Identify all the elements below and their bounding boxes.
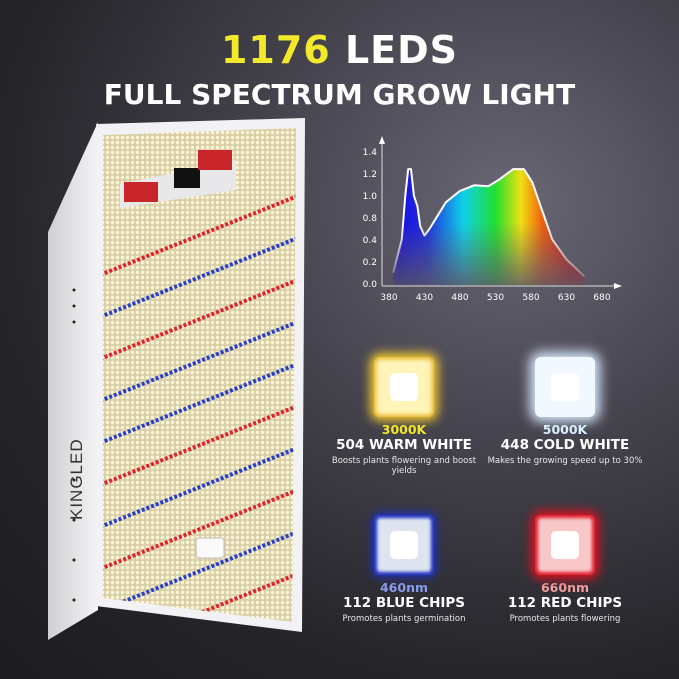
red-led-row bbox=[103, 403, 296, 487]
x-tick-label: 480 bbox=[451, 293, 468, 303]
y-tick-label: 1.4 bbox=[363, 148, 378, 158]
switch-panel bbox=[120, 150, 236, 208]
x-axis-arrow-icon bbox=[614, 283, 622, 289]
chip-card-blue: 460nm 112 BLUE CHIPS Promotes plants ger… bbox=[324, 515, 484, 624]
x-tick-label: 680 bbox=[593, 293, 610, 303]
dimmer-switch[interactable] bbox=[198, 150, 232, 170]
chip-card-cold-white: 5000K 448 COLD WHITE Makes the growing s… bbox=[485, 357, 645, 466]
power-switch[interactable] bbox=[124, 182, 158, 202]
subtitle: FULL SPECTRUM GROW LIGHT bbox=[103, 78, 576, 111]
chip-desc: Boosts plants flowering and boost yields bbox=[331, 456, 477, 476]
y-tick-label: 0.4 bbox=[363, 236, 378, 246]
x-tick-label: 580 bbox=[522, 293, 539, 303]
chip-spec: 5000K bbox=[542, 422, 588, 437]
y-tick-label: 0.8 bbox=[363, 214, 378, 224]
led-array bbox=[103, 128, 296, 622]
chip-name: 112 RED CHIPS bbox=[507, 595, 623, 611]
power-socket bbox=[174, 168, 200, 188]
blue-led-row bbox=[103, 235, 296, 319]
fixture-side bbox=[48, 122, 98, 640]
led-chip-icon bbox=[374, 515, 434, 575]
chip-name: 448 COLD WHITE bbox=[500, 437, 630, 453]
y-tick-label: 1.2 bbox=[363, 170, 377, 180]
led-count: 1176 bbox=[220, 28, 331, 72]
vent-holes bbox=[72, 288, 76, 602]
blue-led-row bbox=[103, 529, 296, 613]
led-chip-icon bbox=[374, 357, 434, 417]
blue-led-row bbox=[103, 319, 296, 403]
red-led-row bbox=[103, 277, 296, 361]
chip-name: 504 WARM WHITE bbox=[336, 437, 472, 453]
y-tick-label: 1.0 bbox=[363, 192, 378, 202]
chip-card-red: 660nm 112 RED CHIPS Promotes plants flow… bbox=[485, 515, 645, 624]
y-tick-label: 0.2 bbox=[363, 258, 377, 268]
headline: 1176 LEDS bbox=[0, 28, 679, 72]
headline-rest: LEDS bbox=[330, 28, 459, 72]
led-chip-icon bbox=[535, 357, 595, 417]
spectrum-line bbox=[392, 168, 585, 278]
chip-desc: Promotes plants germination bbox=[342, 614, 466, 624]
x-tick-label: 530 bbox=[487, 293, 504, 303]
chip-spec: 460nm bbox=[379, 580, 429, 595]
y-tick-label: 0.0 bbox=[363, 280, 378, 290]
chip-spec: 3000K bbox=[381, 422, 427, 437]
chip-desc: Makes the growing speed up to 30% bbox=[487, 456, 643, 466]
x-tick-label: 630 bbox=[558, 293, 575, 303]
chip-card-warm-white: 3000K 504 WARM WHITE Boosts plants flowe… bbox=[324, 357, 484, 476]
chip-name: 112 BLUE CHIPS bbox=[342, 595, 466, 611]
spectrum-area bbox=[393, 169, 585, 285]
blue-led-row bbox=[103, 445, 296, 529]
blue-led-row bbox=[103, 361, 296, 445]
led-chip-icon bbox=[535, 515, 595, 575]
chip-desc: Promotes plants flowering bbox=[509, 614, 621, 624]
red-led-row bbox=[103, 193, 296, 277]
fixture-label bbox=[195, 537, 225, 559]
red-led-row bbox=[103, 487, 296, 571]
y-axis-arrow-icon bbox=[379, 136, 385, 144]
x-tick-label: 430 bbox=[416, 293, 433, 303]
x-tick-label: 380 bbox=[380, 293, 397, 303]
brand-logo: KINGLED bbox=[67, 438, 86, 520]
chip-spec: 660nm bbox=[540, 580, 590, 595]
